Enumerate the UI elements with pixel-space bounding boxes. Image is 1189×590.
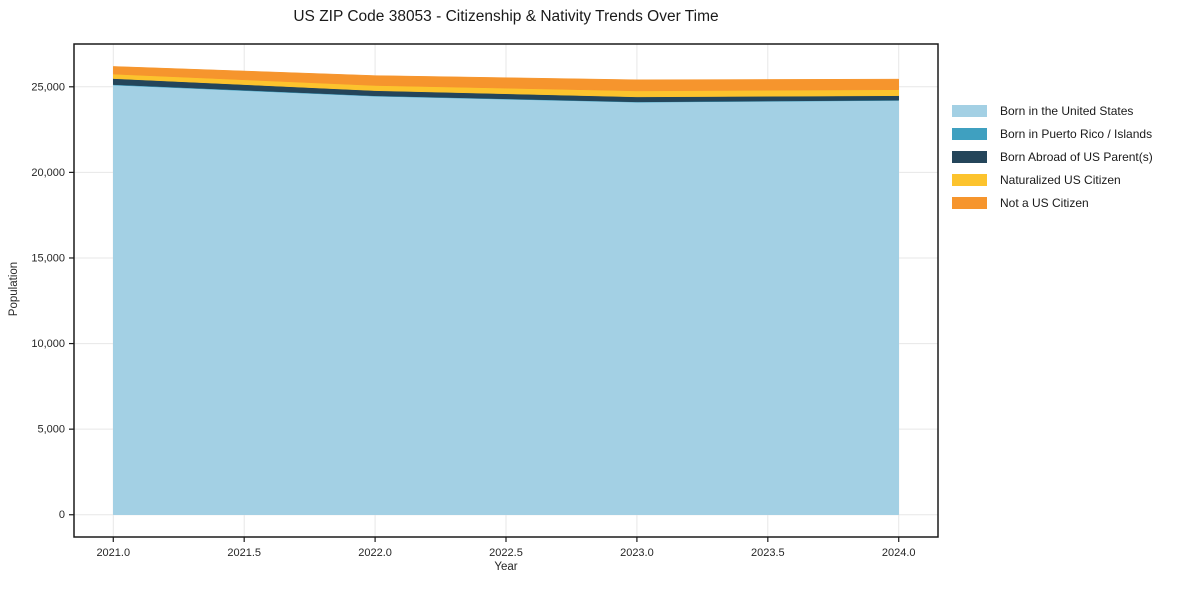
x-tick-label: 2021.0: [96, 547, 130, 559]
legend-label: Born in the United States: [1000, 104, 1134, 118]
y-tick-label: 15,000: [31, 252, 65, 264]
legend-item: Born in Puerto Rico / Islands: [952, 128, 1153, 140]
area-series-0: [113, 84, 899, 515]
legend: Born in the United States Born in Puerto…: [952, 105, 1153, 209]
area-series-4: [113, 66, 899, 92]
legend-label: Born Abroad of US Parent(s): [1000, 150, 1153, 164]
legend-swatch-naturalized-icon: [952, 174, 987, 186]
x-tick-label: 2022.0: [358, 547, 392, 559]
legend-label: Naturalized US Citizen: [1000, 173, 1121, 187]
x-tick-label: 2021.5: [227, 547, 261, 559]
y-axis-label: Population: [8, 261, 20, 317]
y-tick-label: 5,000: [37, 424, 65, 436]
legend-item: Not a US Citizen: [952, 197, 1153, 209]
chart-title: US ZIP Code 38053 - Citizenship & Nativi…: [293, 8, 719, 25]
legend-item: Born Abroad of US Parent(s): [952, 151, 1153, 163]
legend-swatch-born-abroad-icon: [952, 151, 987, 163]
legend-item: Born in the United States: [952, 105, 1153, 117]
legend-item: Naturalized US Citizen: [952, 174, 1153, 186]
y-tick-label: 25,000: [31, 81, 65, 93]
x-tick-label: 2023.0: [620, 547, 654, 559]
legend-swatch-puerto-rico-icon: [952, 128, 987, 140]
x-tick-label: 2022.5: [489, 547, 523, 559]
y-tick-label: 10,000: [31, 338, 65, 350]
y-tick-label: 20,000: [31, 167, 65, 179]
x-tick-label: 2024.0: [882, 547, 916, 559]
legend-swatch-not-citizen-icon: [952, 197, 987, 209]
plot-area: 0 5,000 10,000 15,000 20,000 25,000 2021.0 2021…: [31, 43, 939, 559]
legend-swatch-born-us-icon: [952, 105, 987, 117]
legend-label: Not a US Citizen: [1000, 196, 1089, 210]
legend-label: Born in Puerto Rico / Islands: [1000, 127, 1153, 141]
y-tick-label: 0: [59, 509, 65, 521]
x-axis-label: Year: [494, 561, 518, 573]
x-tick-label: 2023.5: [751, 547, 785, 559]
